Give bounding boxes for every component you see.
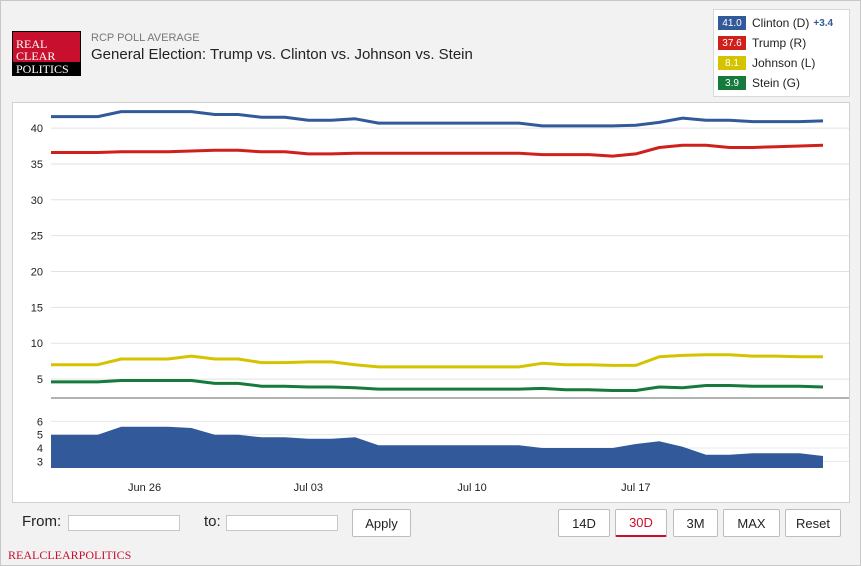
y-tick-30: 30 [31,195,43,207]
legend-item-clinton[interactable]: 41.0 Clinton (D) +3.4 [718,15,833,31]
from-label: From: [22,513,62,530]
rcp-logo[interactable]: REAL CLEAR POLITICS [12,31,81,76]
spread-y-tick-3: 3 [37,456,43,468]
y-tick-20: 20 [31,267,43,279]
series-line-clinton-d [51,110,824,128]
spread-y-tick-5: 5 [37,430,43,442]
legend-item-stein[interactable]: 3.9 Stein (G) [718,75,800,91]
legend-value-stein: 3.9 [718,76,746,90]
range-14d-button[interactable]: 14D [558,509,610,537]
series-line-stein-g [51,379,824,392]
range-3m-button[interactable]: 3M [673,509,718,537]
logo-line-3: POLITICS [16,62,69,76]
legend: 41.0 Clinton (D) +3.4 37.6 Trump (R) 8.1… [713,9,850,97]
spread-y-tick-6: 6 [37,416,43,428]
y-tick-15: 15 [31,302,43,314]
range-max-button[interactable]: MAX [723,509,780,537]
legend-name-clinton: Clinton (D) [752,16,810,30]
legend-item-trump[interactable]: 37.6 Trump (R) [718,35,806,51]
from-date-input[interactable] [68,515,180,531]
y-tick-35: 35 [31,159,43,171]
x-tick-jul-03: Jul 03 [294,482,323,494]
legend-change-clinton: +3.4 [813,17,834,29]
logo-line-2: CLEAR [16,49,56,63]
series-line-trump-r [51,143,824,158]
poll-average-kicker: RCP POLL AVERAGE [91,32,200,44]
y-tick-10: 10 [31,338,43,350]
spread-area [51,426,823,468]
legend-value-trump: 37.6 [718,36,746,50]
logo-line-1: REAL [16,37,48,51]
reset-button[interactable]: Reset [785,509,841,537]
legend-name-trump: Trump (R) [752,36,807,50]
range-30d-button[interactable]: 30D [615,509,667,537]
apply-button[interactable]: Apply [352,509,411,537]
y-tick-25: 25 [31,231,43,243]
to-date-input[interactable] [226,515,338,531]
legend-name-stein: Stein (G) [752,76,801,90]
spread-y-tick-4: 4 [37,443,43,455]
series-line-johnson-l [51,353,823,369]
chart-title: General Election: Trump vs. Clinton vs. … [91,46,473,63]
legend-value-johnson: 8.1 [718,56,746,70]
to-label: to: [204,513,221,530]
footer-brand: REALCLEARPOLITICS [8,548,132,562]
y-tick-5: 5 [37,374,43,386]
x-tick-jun-26: Jun 26 [128,482,161,494]
x-tick-jul-17: Jul 17 [621,482,650,494]
date-range-controls: From: to: Apply 14D 30D 3M MAX Reset [12,504,848,544]
y-tick-40: 40 [31,123,43,135]
legend-value-clinton: 41.0 [718,16,746,30]
x-tick-jul-10: Jul 10 [457,482,486,494]
legend-name-johnson: Johnson (L) [752,56,816,70]
legend-item-johnson[interactable]: 8.1 Johnson (L) [718,55,815,71]
plot-area[interactable]: 5 10 15 20 25 30 35 40 3 4 5 6 Jun 26 Jul 03 Jul 10 Jul… [12,102,850,503]
